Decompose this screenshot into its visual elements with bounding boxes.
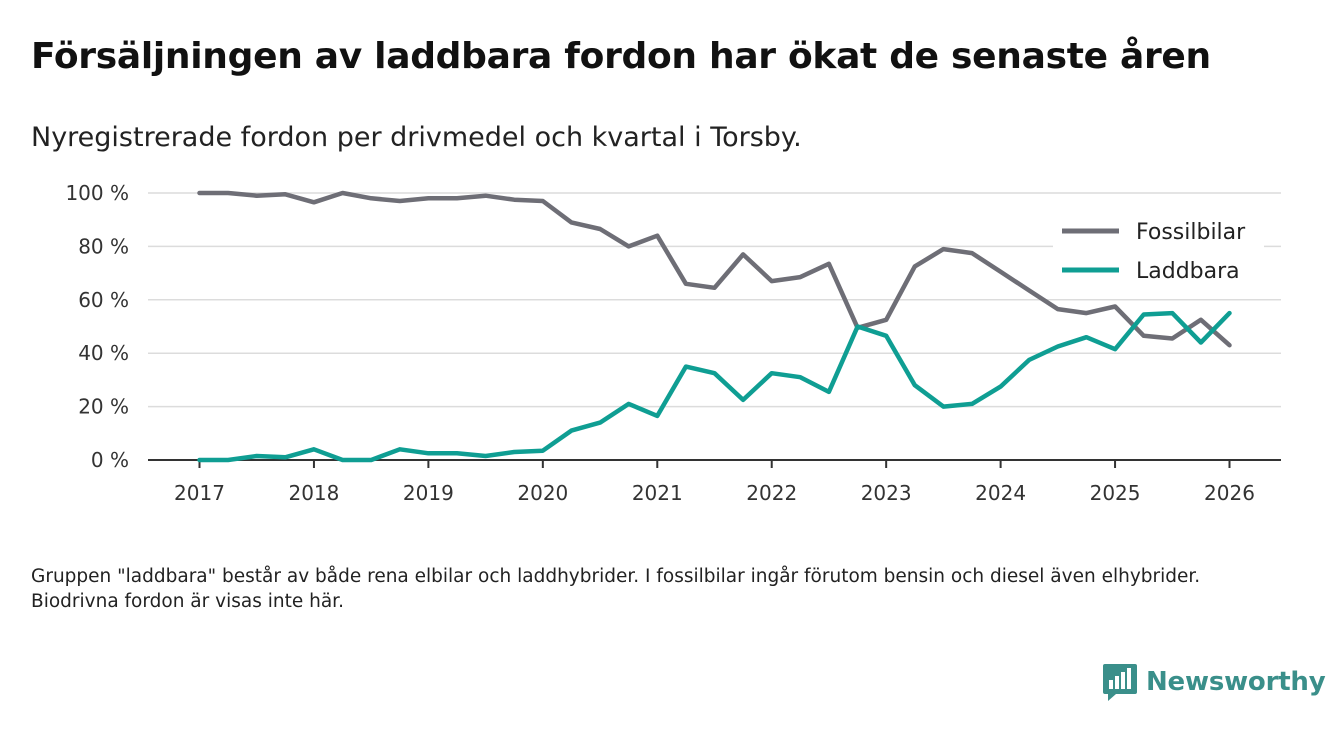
legend-background [1053,212,1264,288]
x-tick-label: 2024 [975,481,1026,505]
newsworthy-logo-icon [1103,664,1137,701]
x-tick-label: 2022 [746,481,797,505]
line-chart: 0 % 20 % 40 % 60 % 80 % 100 % 2017 2018 2019 202… [65,181,1281,505]
y-tick-label: 40 % [78,341,129,365]
legend-label: Fossilbilar [1136,220,1246,245]
brand-name: Newsworthy [1146,667,1326,697]
y-tick-label: 20 % [78,395,129,419]
y-tick-label: 80 % [78,234,129,258]
legend-label: Laddbara [1136,259,1240,284]
x-tick-label: 2026 [1204,481,1255,505]
x-tick-label: 2018 [288,481,339,505]
y-tick-label: 100 % [65,181,129,205]
x-tick-label: 2019 [403,481,454,505]
series-line-fossilbilar [197,190,1232,348]
y-tick-label: 0 % [91,448,129,472]
x-tick-label: 2023 [861,481,912,505]
brand-logo: Newsworthy [1102,662,1326,702]
chart-subtitle: Nyregistrerade fordon per drivmedel och … [31,122,802,153]
x-tick-label: 2021 [632,481,683,505]
legend: Fossilbilar Laddbara [1053,212,1264,288]
x-axis-ticks: 2017 2018 2019 2020 2021 2022 2023 2024 2025 2026 [174,460,1255,505]
y-axis-ticks: 0 % 20 % 40 % 60 % 80 % 100 % [65,181,129,472]
x-tick-label: 2020 [517,481,568,505]
x-tick-label: 2025 [1090,481,1141,505]
y-tick-label: 60 % [78,288,129,312]
x-tick-label: 2017 [174,481,225,505]
chart-title: Försäljningen av laddbara fordon har öka… [31,36,1211,77]
series-line-laddbara [197,310,1232,463]
series-lines [197,190,1232,463]
footnote: Gruppen "laddbara" består av både rena e… [31,566,1201,612]
